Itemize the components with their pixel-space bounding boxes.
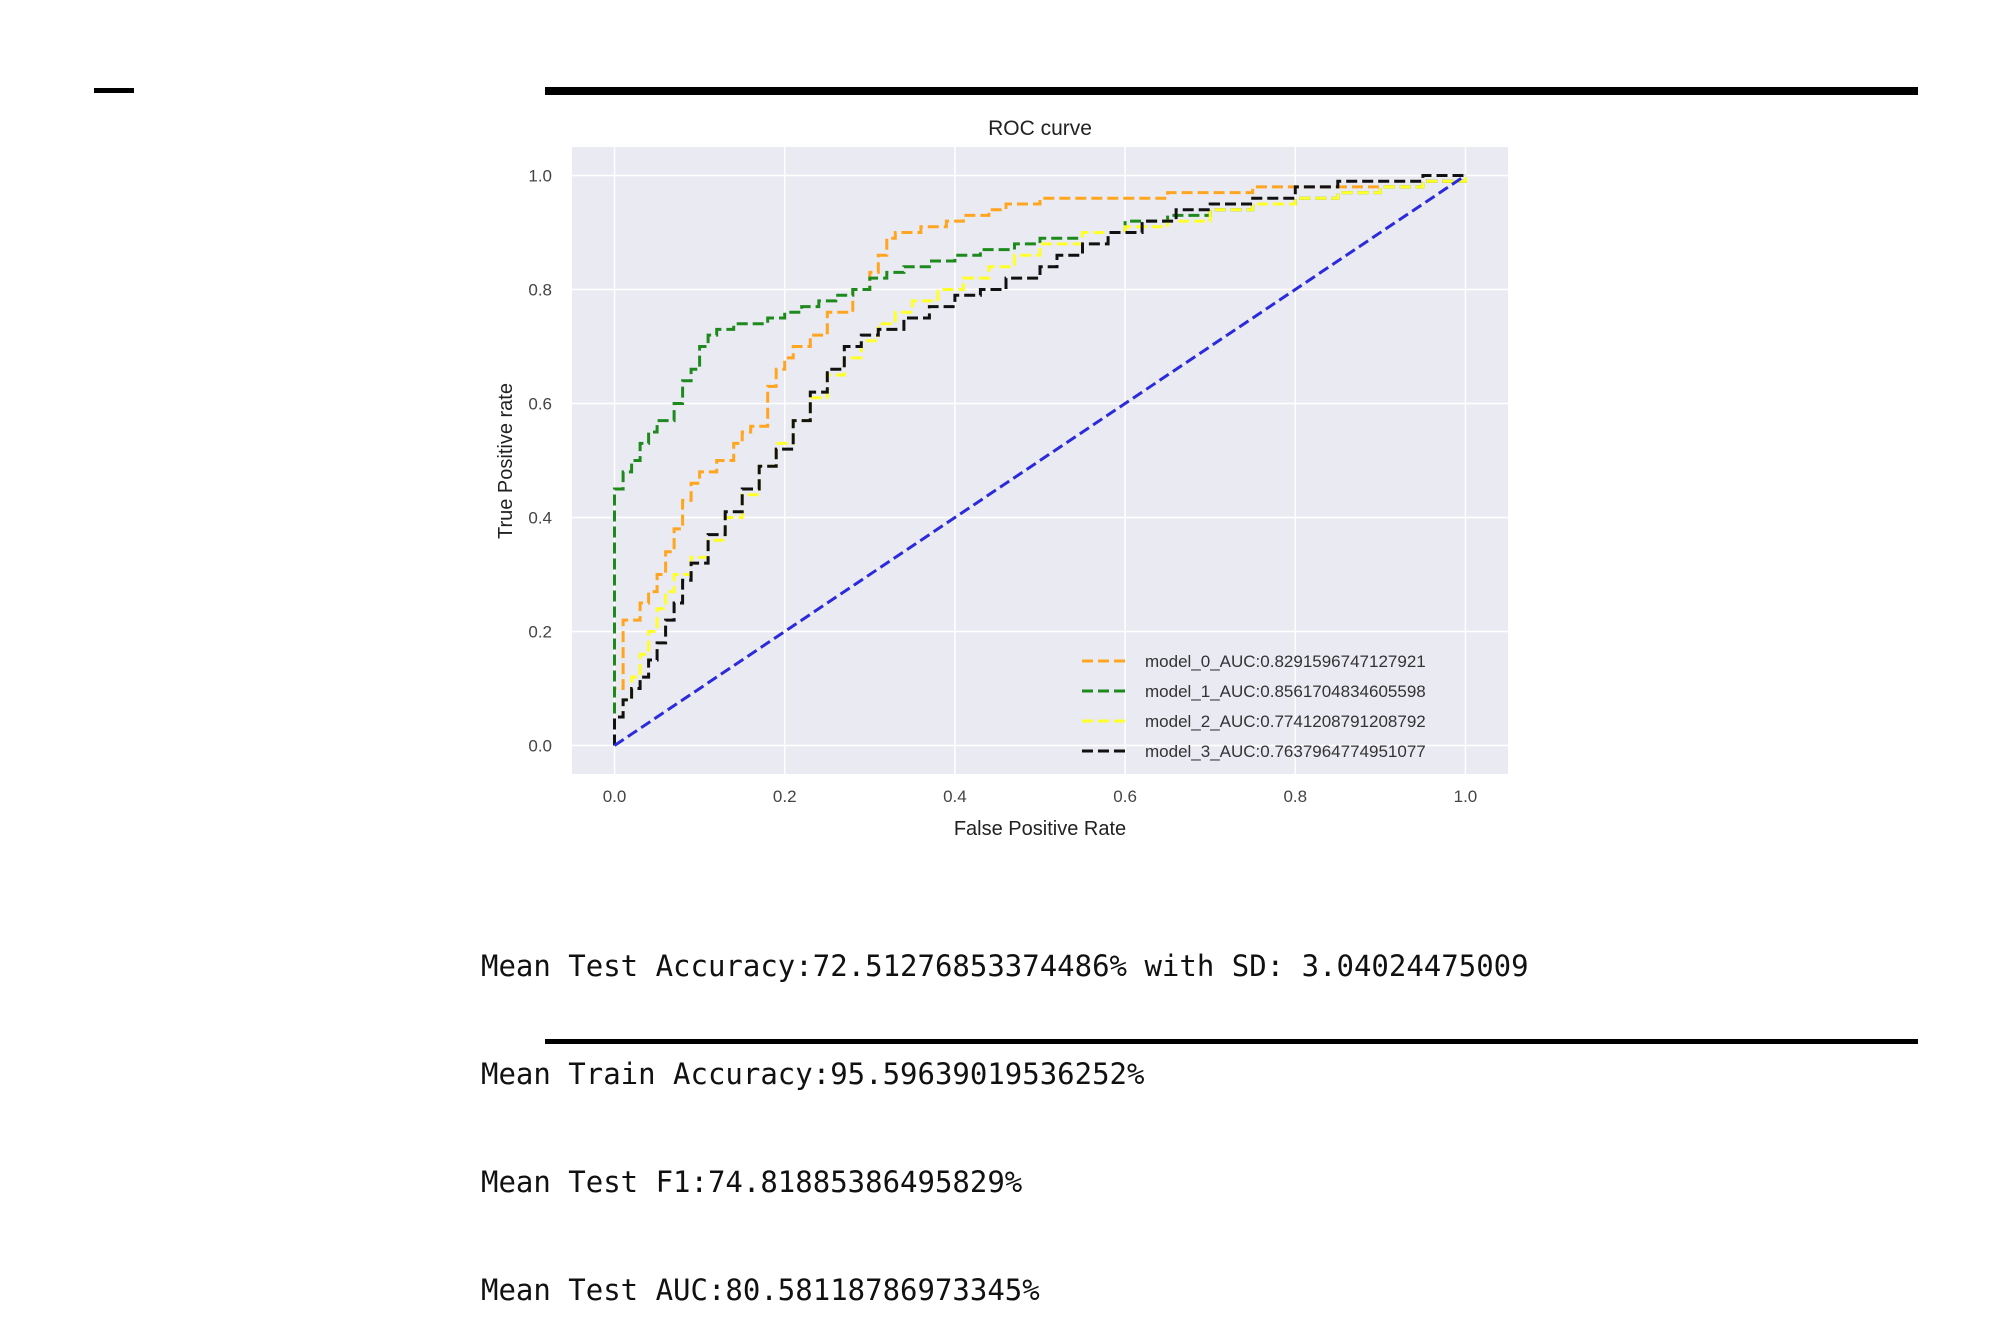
roc-line-model-0: [613, 175, 1467, 746]
tick-labels: 0.0 0.2 0.4 0.6 0.8 1.0 0.0 0.2 0.4 0.6 0.8 1.0: [528, 167, 1477, 807]
stats-output: Mean Test Accuracy:72.51276853374486% wi…: [481, 876, 1536, 1344]
y-axis-label: True Positive rate: [495, 383, 517, 539]
x-tick-label: 0.4: [943, 787, 967, 806]
legend: model_0_AUC:0.8291596747127921 model_1_AU…: [1082, 652, 1426, 761]
y-tick-label: 1.0: [528, 167, 552, 186]
legend-entry-1: model_1_AUC:0.8561704834605598: [1145, 682, 1426, 701]
y-tick-label: 0.6: [528, 395, 552, 414]
legend-entry-2: model_2_AUC:0.7741208791208792: [1145, 712, 1426, 731]
y-tick-label: 0.0: [528, 737, 552, 756]
y-tick-label: 0.8: [528, 281, 552, 300]
slide-dash-decoration: [94, 88, 134, 93]
x-tick-label: 0.0: [603, 787, 627, 806]
x-tick-label: 0.8: [1283, 787, 1307, 806]
x-axis-label: False Positive Rate: [954, 818, 1126, 840]
roc-line-model-3: [613, 174, 1466, 746]
y-tick-label: 0.2: [528, 623, 552, 642]
roc-line-model-2: [613, 175, 1467, 746]
bottom-rule: [545, 1039, 1918, 1044]
chance-diagonal-line: [613, 174, 1467, 747]
chart-title: ROC curve: [988, 117, 1092, 140]
x-tick-label: 0.6: [1113, 787, 1137, 806]
stat-test-f1: Mean Test F1:74.81885386495829%: [481, 1165, 1023, 1199]
y-tick-label: 0.4: [528, 509, 552, 528]
top-rule: [545, 87, 1918, 95]
legend-entry-0: model_0_AUC:0.8291596747127921: [1145, 652, 1426, 671]
stat-train-accuracy: Mean Train Accuracy:95.59639019536252%: [481, 1057, 1145, 1091]
x-tick-label: 0.2: [773, 787, 797, 806]
x-tick-label: 1.0: [1454, 787, 1478, 806]
series-lines: [613, 174, 1467, 747]
legend-entry-3: model_3_AUC:0.7637964774951077: [1145, 742, 1426, 761]
stat-test-auc: Mean Test AUC:80.58118786973345%: [481, 1273, 1040, 1307]
roc-chart: 0.0 0.2 0.4 0.6 0.8 1.0 0.0 0.2 0.4 0.6 0.8 1.0 ROC…: [495, 117, 1508, 840]
stat-test-accuracy: Mean Test Accuracy:72.51276853374486% wi…: [481, 949, 1529, 983]
